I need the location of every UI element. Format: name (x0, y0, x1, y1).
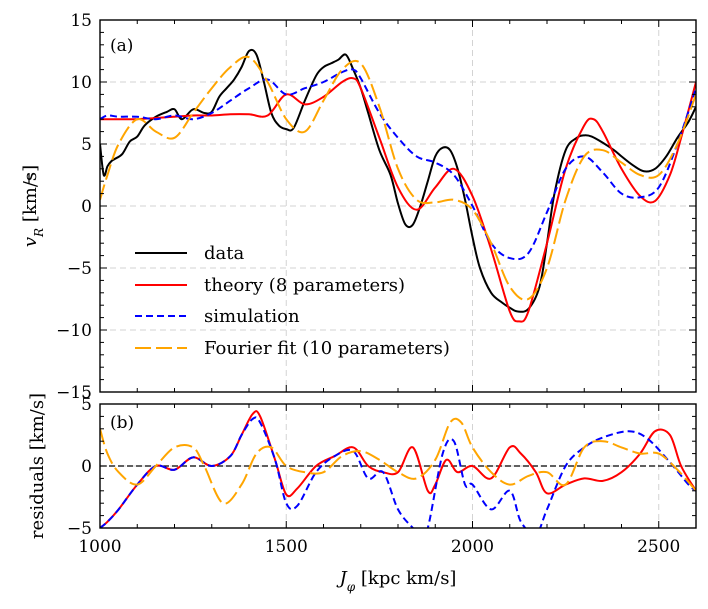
y-axis-title-subscript: R (32, 228, 46, 238)
panel-a: −15 −10 −5 0 5 10 15 (a) vR [km/s] data theory… (20, 11, 697, 403)
panel-a-label: (a) (110, 36, 133, 56)
panel-a-y-tick-label-10: 10 (70, 73, 92, 93)
panel-b-y-tick-label-0: 0 (81, 457, 92, 477)
x-tick-label-1000: 1000 (78, 537, 121, 557)
panel-b-series-fourier-line (100, 417, 696, 505)
y-axis-title-unit: [km/s] (20, 165, 41, 228)
panel-b-series (100, 410, 696, 528)
legend-label-fourier: Fourier fit (10 parameters) (204, 338, 450, 359)
x-axis-title-subscript: φ (347, 580, 356, 594)
panel-a-y-tick-label--10: −10 (56, 321, 92, 341)
panel-a-y-tick-label--5: −5 (67, 259, 92, 279)
panel-a-y-tick-label--15: −15 (56, 383, 92, 403)
x-axis-title-symbol: J (336, 568, 349, 589)
panel-a-series-simulation-line (100, 68, 696, 261)
panel-b-y-tick-label--5: −5 (67, 519, 92, 539)
x-tick-label-1500: 1500 (265, 537, 308, 557)
x-tick-label-2000: 2000 (451, 537, 494, 557)
panel-a-y-axis-title: vR [km/s] (20, 165, 46, 247)
panel-b-label: (b) (110, 413, 134, 433)
legend-label-data: data (204, 243, 244, 264)
x-tick-label-2500: 2500 (637, 537, 680, 557)
panel-a-series-fourier-line (100, 55, 696, 301)
panel-a-y-tick-label-15: 15 (70, 11, 92, 31)
y-axis-title-symbol: v (20, 237, 41, 247)
legend-label-theory: theory (8 parameters) (204, 275, 405, 296)
panel-a-series (100, 48, 696, 323)
x-axis-title-unit: [kpc km/s] (355, 568, 456, 589)
panel-a-y-tick-label-5: 5 (81, 135, 92, 155)
legend: data theory (8 parameters) simulation Fo… (135, 243, 450, 359)
panel-a-series-data-line (100, 48, 696, 313)
panel-b-y-axis-title: residuals [km/s] (27, 393, 48, 539)
x-axis-title: Jφ [kpc km/s] (336, 568, 457, 594)
panel-a-series-theory-line (100, 76, 696, 323)
panel-a-y-tick-label-0: 0 (81, 197, 92, 217)
legend-label-simulation: simulation (204, 306, 300, 327)
panel-b-series-theory-line (100, 410, 696, 528)
panel-b-ticks: 1000 1500 2000 2500 −5 0 5 (67, 395, 697, 557)
panel-b: 1000 1500 2000 2500 −5 0 5 (b) residuals [km/s… (27, 393, 697, 594)
panel-b-series-simulation-line (100, 416, 696, 528)
panel-a-ticks: −15 −10 −5 0 5 10 15 (56, 11, 697, 403)
panel-b-y-tick-label-5: 5 (81, 395, 92, 415)
